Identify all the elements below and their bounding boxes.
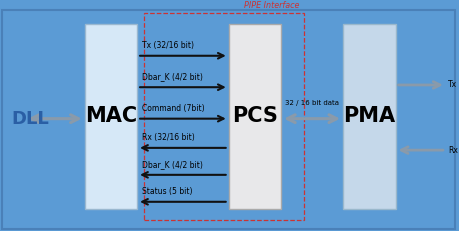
- Text: PCS: PCS: [231, 106, 277, 126]
- Text: PIPE Interface: PIPE Interface: [244, 1, 299, 10]
- Text: 32 / 16 bit data: 32 / 16 bit data: [285, 100, 338, 106]
- Text: Rx: Rx: [447, 146, 457, 155]
- Text: Dbar_K (4/2 bit): Dbar_K (4/2 bit): [141, 160, 202, 169]
- FancyBboxPatch shape: [342, 24, 395, 209]
- Text: Tx (32/16 bit): Tx (32/16 bit): [141, 41, 193, 50]
- Text: Status (5 bit): Status (5 bit): [141, 187, 192, 196]
- Text: Dbar_K (4/2 bit): Dbar_K (4/2 bit): [141, 73, 202, 82]
- FancyBboxPatch shape: [84, 24, 137, 209]
- Text: Tx: Tx: [447, 80, 456, 89]
- FancyBboxPatch shape: [228, 24, 280, 209]
- Text: MAC: MAC: [84, 106, 137, 126]
- Text: PMA: PMA: [342, 106, 394, 126]
- FancyBboxPatch shape: [2, 10, 453, 229]
- Text: DLL: DLL: [11, 110, 49, 128]
- Text: Command (7bit): Command (7bit): [141, 104, 204, 113]
- Text: Rx (32/16 bit): Rx (32/16 bit): [141, 133, 194, 142]
